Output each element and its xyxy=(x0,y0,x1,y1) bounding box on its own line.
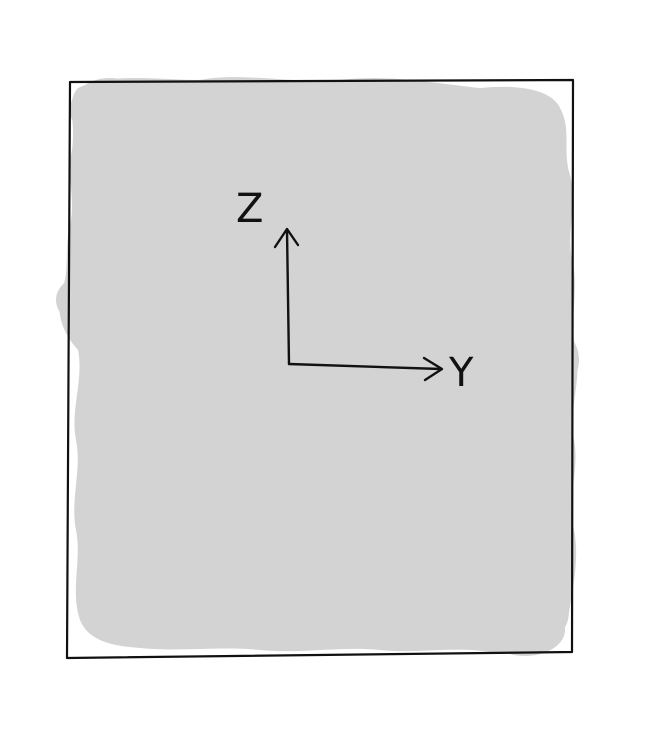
coordinate-axes xyxy=(273,227,444,382)
rectangle-frame xyxy=(65,78,575,660)
scribble-blob xyxy=(56,274,124,326)
scribble-blob xyxy=(531,330,579,390)
y-axis-line xyxy=(287,362,443,371)
z-axis-arrowhead xyxy=(273,227,300,249)
y-axis-label: Y xyxy=(448,350,474,396)
z-axis-line xyxy=(285,228,291,366)
scribble-blob xyxy=(70,78,150,142)
scribble-blob xyxy=(485,604,565,656)
z-axis-label: Z xyxy=(236,186,263,232)
y-axis-arrowhead xyxy=(422,356,444,382)
shaded-region xyxy=(56,77,579,656)
